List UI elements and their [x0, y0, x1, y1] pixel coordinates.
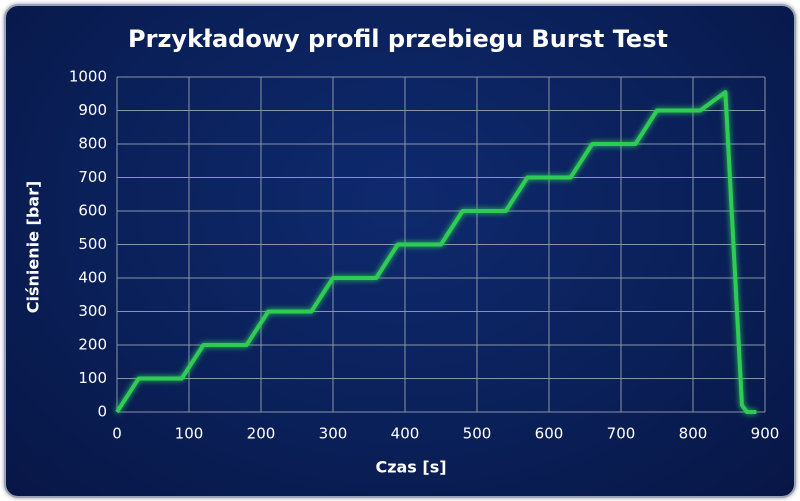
y-axis-label: Ciśnienie [bar]	[24, 181, 43, 314]
y-tick-label: 900	[78, 101, 107, 119]
y-tick-label: 400	[78, 269, 107, 287]
x-tick-label: 900	[751, 425, 780, 443]
y-tick-label: 700	[78, 168, 107, 186]
y-tick-label: 600	[78, 202, 107, 220]
y-tick-label: 1000	[69, 68, 107, 86]
x-tick-label: 500	[463, 425, 492, 443]
y-tick-label: 100	[78, 369, 107, 387]
chart-card: Przykładowy profil przebiegu Burst Test …	[4, 4, 796, 498]
x-tick-label: 200	[247, 425, 276, 443]
x-tick-label: 600	[535, 425, 564, 443]
x-tick-label: 400	[391, 425, 420, 443]
x-tick-label: 800	[679, 425, 708, 443]
x-tick-label: 700	[607, 425, 636, 443]
x-tick-label: 0	[112, 425, 122, 443]
y-tick-label: 500	[78, 235, 107, 253]
x-tick-label: 100	[175, 425, 204, 443]
chart: Przykładowy profil przebiegu Burst Test …	[24, 25, 780, 477]
x-axis-label: Czas [s]	[375, 458, 446, 477]
y-tick-label: 300	[78, 302, 107, 320]
y-tick-label: 800	[78, 135, 107, 153]
data-line	[115, 90, 757, 414]
y-tick-label: 200	[78, 336, 107, 354]
y-tick-label: 0	[97, 403, 107, 421]
chart-title: Przykładowy profil przebiegu Burst Test	[128, 25, 668, 53]
x-tick-label: 300	[319, 425, 348, 443]
